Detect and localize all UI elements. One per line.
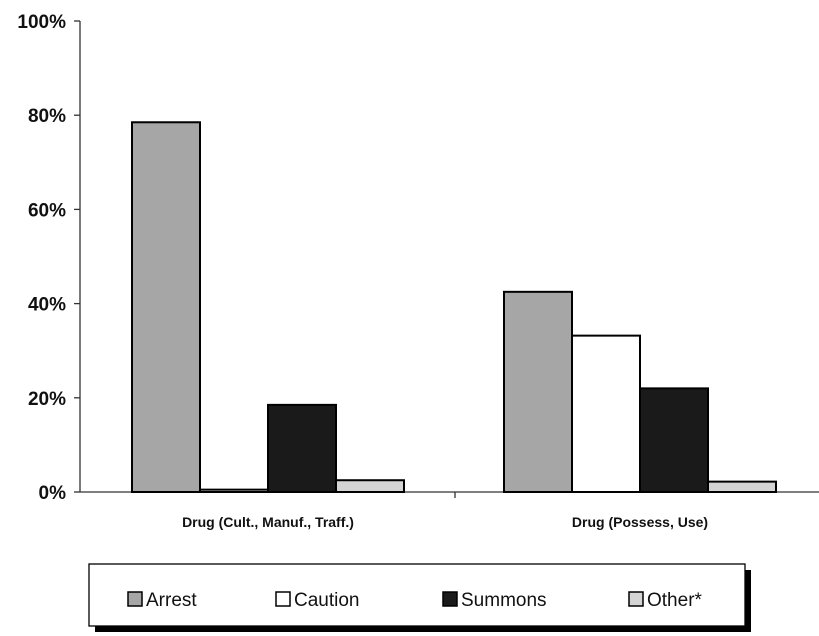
bar-arrest-0 [131,121,201,493]
bar-caution-0 [199,488,269,493]
bar-other-0 [335,479,405,494]
legend-label: Arrest [146,590,197,611]
y-ticks: 0% 20% 40% 60% 80% 100% [17,12,80,504]
legend-swatch [275,591,291,607]
legend-swatch [442,591,458,607]
legend-label: Summons [461,590,547,611]
legend-label: Caution [294,590,360,611]
plot-area: 0% 20% 40% 60% 80% 100% Drug (Cult., Manuf., … [17,12,819,530]
y-tick-label: 20% [28,389,66,410]
category-label: Drug (Cult., Manuf., Traff.) [182,514,354,530]
legend-swatch [127,591,143,607]
y-tick-label: 100% [17,12,66,33]
y-tick-label: 80% [28,106,66,127]
bar-summons-0 [267,403,337,493]
legend: Arrest Caution Summons Other* [88,563,751,632]
y-tick-label: 40% [28,295,66,316]
legend-swatch [628,591,644,607]
legend-items: Arrest Caution Summons Other* [127,590,703,611]
bar-other-1 [707,480,777,494]
y-tick-label: 60% [28,200,66,221]
y-tick-label: 0% [39,483,67,504]
bar-arrest-1 [503,290,573,494]
bar-caution-1 [571,334,641,493]
category-labels: Drug (Cult., Manuf., Traff.) Drug (Posses… [182,514,708,530]
bars [131,121,777,494]
bar-summons-1 [639,387,709,494]
category-label: Drug (Possess, Use) [572,514,708,530]
legend-label: Other* [647,590,703,611]
